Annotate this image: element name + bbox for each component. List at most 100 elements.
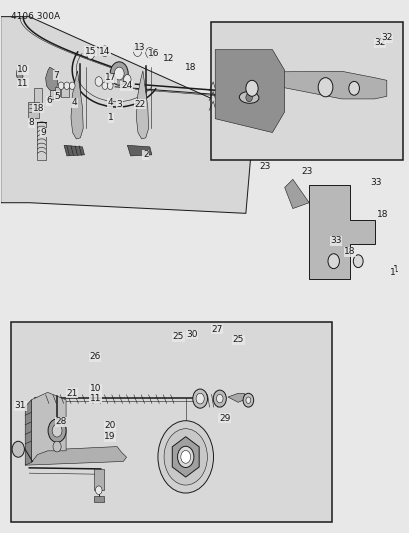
Text: 22: 22	[134, 100, 145, 109]
Circle shape	[12, 441, 24, 457]
Text: 14: 14	[99, 47, 110, 55]
Bar	[34, 88, 41, 103]
Circle shape	[216, 394, 222, 403]
Circle shape	[69, 82, 75, 90]
Circle shape	[133, 46, 142, 56]
Polygon shape	[25, 447, 126, 465]
Polygon shape	[16, 70, 23, 82]
Circle shape	[180, 450, 190, 463]
Bar	[54, 87, 60, 96]
Text: 18: 18	[344, 247, 355, 256]
Circle shape	[53, 441, 61, 452]
Text: 11: 11	[17, 78, 29, 87]
Text: 25: 25	[232, 335, 244, 344]
Text: 30: 30	[186, 330, 197, 339]
Circle shape	[124, 75, 131, 84]
Polygon shape	[25, 400, 31, 465]
Circle shape	[95, 486, 102, 495]
Text: 18: 18	[184, 63, 196, 71]
Text: 4106 300A: 4106 300A	[11, 12, 60, 21]
Circle shape	[110, 62, 128, 85]
Circle shape	[348, 82, 359, 95]
Circle shape	[101, 46, 109, 56]
Polygon shape	[136, 71, 148, 139]
Text: 9: 9	[40, 128, 46, 137]
Polygon shape	[1, 17, 254, 213]
Text: 23: 23	[301, 167, 312, 176]
Circle shape	[145, 47, 153, 58]
Circle shape	[164, 429, 207, 485]
Ellipse shape	[239, 92, 258, 103]
Text: 33: 33	[369, 179, 381, 187]
Circle shape	[48, 419, 66, 442]
Polygon shape	[127, 146, 151, 156]
Text: 25: 25	[172, 332, 184, 341]
Bar	[49, 90, 54, 99]
Text: 32: 32	[380, 34, 391, 43]
Polygon shape	[71, 71, 83, 139]
Circle shape	[327, 254, 339, 269]
Bar	[94, 469, 104, 490]
Text: 29: 29	[218, 414, 230, 423]
Text: 16: 16	[148, 50, 159, 58]
Text: 17: 17	[105, 73, 117, 82]
Text: 7: 7	[53, 70, 58, 79]
Circle shape	[353, 255, 362, 268]
Circle shape	[177, 446, 193, 467]
Bar	[11, 322, 331, 522]
Circle shape	[213, 390, 226, 407]
Circle shape	[102, 82, 108, 90]
Text: 27: 27	[211, 325, 222, 334]
Text: 6: 6	[46, 96, 52, 105]
Circle shape	[52, 424, 62, 437]
Text: 23: 23	[259, 162, 270, 171]
Circle shape	[86, 49, 94, 59]
Circle shape	[196, 393, 204, 404]
Circle shape	[245, 80, 258, 96]
Circle shape	[95, 77, 102, 86]
Circle shape	[245, 93, 252, 102]
Polygon shape	[195, 396, 206, 401]
Text: 1: 1	[389, 269, 395, 277]
Text: 24: 24	[121, 81, 132, 90]
Text: 10: 10	[90, 384, 101, 393]
Circle shape	[192, 389, 207, 408]
Polygon shape	[172, 437, 199, 477]
Text: 1: 1	[392, 265, 398, 274]
Text: 26: 26	[89, 352, 100, 361]
Bar	[211, 22, 402, 160]
Circle shape	[157, 421, 213, 493]
Circle shape	[58, 82, 64, 90]
Text: 13: 13	[134, 43, 145, 52]
Polygon shape	[227, 393, 248, 404]
Circle shape	[107, 82, 113, 90]
Text: 11: 11	[90, 394, 101, 403]
Circle shape	[317, 78, 332, 97]
Circle shape	[243, 393, 253, 407]
Text: 32: 32	[373, 38, 385, 47]
Text: 10: 10	[17, 66, 29, 74]
Polygon shape	[45, 67, 58, 91]
Text: 21: 21	[66, 389, 78, 398]
Text: 5: 5	[54, 92, 60, 101]
Text: 3: 3	[116, 100, 122, 109]
Text: 28: 28	[55, 417, 67, 426]
Circle shape	[245, 397, 250, 403]
Bar	[37, 122, 45, 160]
Polygon shape	[64, 146, 84, 156]
Text: 4: 4	[107, 98, 113, 107]
Bar	[94, 496, 104, 503]
Bar	[61, 87, 68, 98]
Polygon shape	[219, 71, 386, 99]
Text: 18: 18	[32, 103, 44, 112]
Circle shape	[64, 82, 70, 90]
Text: 1: 1	[108, 113, 114, 122]
Polygon shape	[284, 179, 308, 208]
Text: 15: 15	[85, 47, 96, 55]
Bar	[28, 102, 38, 118]
Text: 20: 20	[104, 422, 116, 431]
Text: 12: 12	[162, 54, 173, 62]
Text: 4: 4	[71, 98, 77, 107]
Text: 2: 2	[143, 150, 148, 159]
Polygon shape	[31, 392, 66, 463]
